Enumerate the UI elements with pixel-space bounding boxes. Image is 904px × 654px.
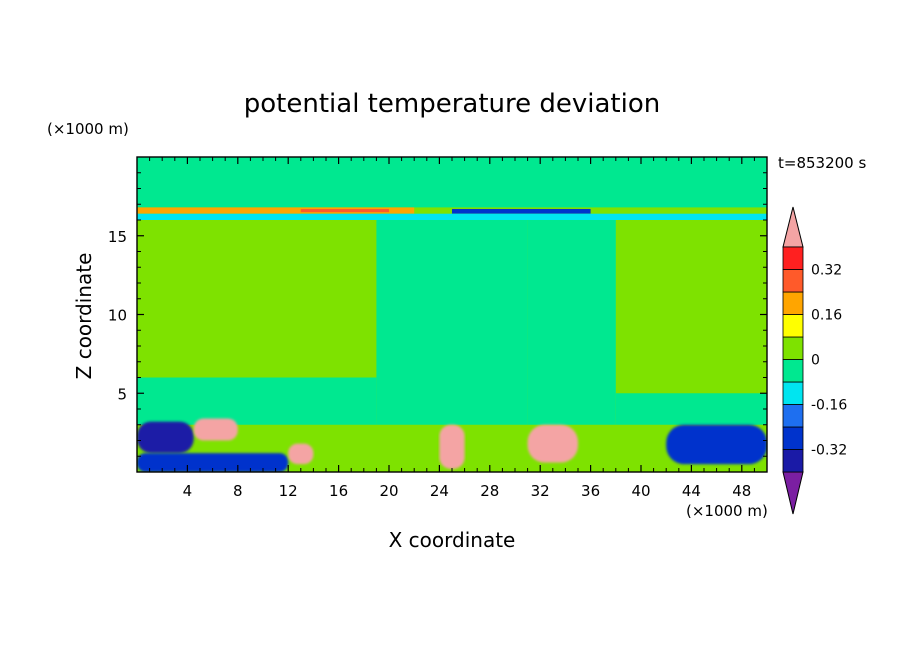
time-label: t=853200 s [778, 154, 866, 172]
field-region-boundary-cold-right [666, 424, 767, 465]
x-tick-label: 20 [379, 482, 398, 500]
field-region-boundary-cold-left [137, 421, 194, 454]
colorbar-segment [782, 381, 804, 405]
y-tick-label: 15 [108, 228, 127, 246]
x-tick-label: 8 [233, 482, 243, 500]
field-region-right-column [527, 220, 616, 425]
field-region-tropopause-cold [452, 208, 591, 214]
field-region-lower-left-band [137, 377, 377, 425]
x-tick-label: 4 [183, 482, 193, 500]
y-axis-label: Z coordinate [72, 253, 96, 380]
colorbar-segment [782, 359, 804, 383]
colorbar-segment [782, 426, 804, 450]
x-tick-label: 48 [732, 482, 751, 500]
colorbar-tick-label: 0 [811, 353, 820, 369]
x-axis: 4 8 12 16 20 24 28 32 36 40 44 48 [149, 157, 755, 500]
y-unit-label: (×1000 m) [47, 120, 129, 138]
colorbar-segment [782, 449, 804, 473]
colorbar-extend-low [782, 471, 804, 515]
field-region-upper-layer [137, 157, 767, 208]
x-unit-label: (×1000 m) [686, 502, 768, 520]
field-region-boundary-warm-1 [193, 418, 238, 441]
y-tick-label: 5 [117, 385, 127, 403]
field-region-tropopause-cyan [137, 213, 767, 220]
colorbar-segment [782, 336, 804, 360]
colorbar-tick-label: 0.32 [811, 263, 842, 279]
x-tick-label: 24 [430, 482, 449, 500]
y-tick-label: 10 [108, 307, 127, 325]
x-tick-label: 16 [329, 482, 348, 500]
colorbar-segment [782, 269, 804, 293]
field-region-tropopause-warm-left [137, 207, 415, 214]
field-region-boundary-warm-3 [439, 424, 465, 469]
x-tick-label: 44 [682, 482, 701, 500]
colorbar-segment [782, 314, 804, 338]
chart-title: potential temperature deviation [244, 89, 660, 119]
field-region-central-column [376, 220, 528, 425]
colorbar-tick-label: -0.16 [811, 398, 847, 414]
field-region-boundary-warm-2 [288, 443, 314, 465]
x-axis-label: X coordinate [389, 528, 516, 552]
x-tick-label: 36 [581, 482, 600, 500]
colorbar-segment [782, 404, 804, 428]
colorbar-tick-label: -0.32 [811, 443, 847, 459]
colorbar-segment [782, 246, 804, 270]
contour-field [137, 157, 767, 472]
colorbar-tick-label: 0.16 [811, 308, 842, 324]
x-tick-label: 32 [531, 482, 550, 500]
x-tick-label: 28 [480, 482, 499, 500]
colorbar-segment [782, 291, 804, 315]
x-tick-label: 12 [279, 482, 298, 500]
y-axis: 5 10 15 [108, 172, 767, 457]
field-region-boundary-warm-4 [527, 424, 578, 463]
x-tick-label: 40 [631, 482, 650, 500]
field-region-boundary-blue-left [137, 453, 289, 472]
field-region-tropopause-hot [300, 208, 389, 213]
colorbar-extend-high [782, 206, 804, 248]
colorbar: 0.32 0.16 0 -0.16 -0.32 [782, 206, 847, 515]
field-region-lower-right-band [615, 393, 767, 425]
